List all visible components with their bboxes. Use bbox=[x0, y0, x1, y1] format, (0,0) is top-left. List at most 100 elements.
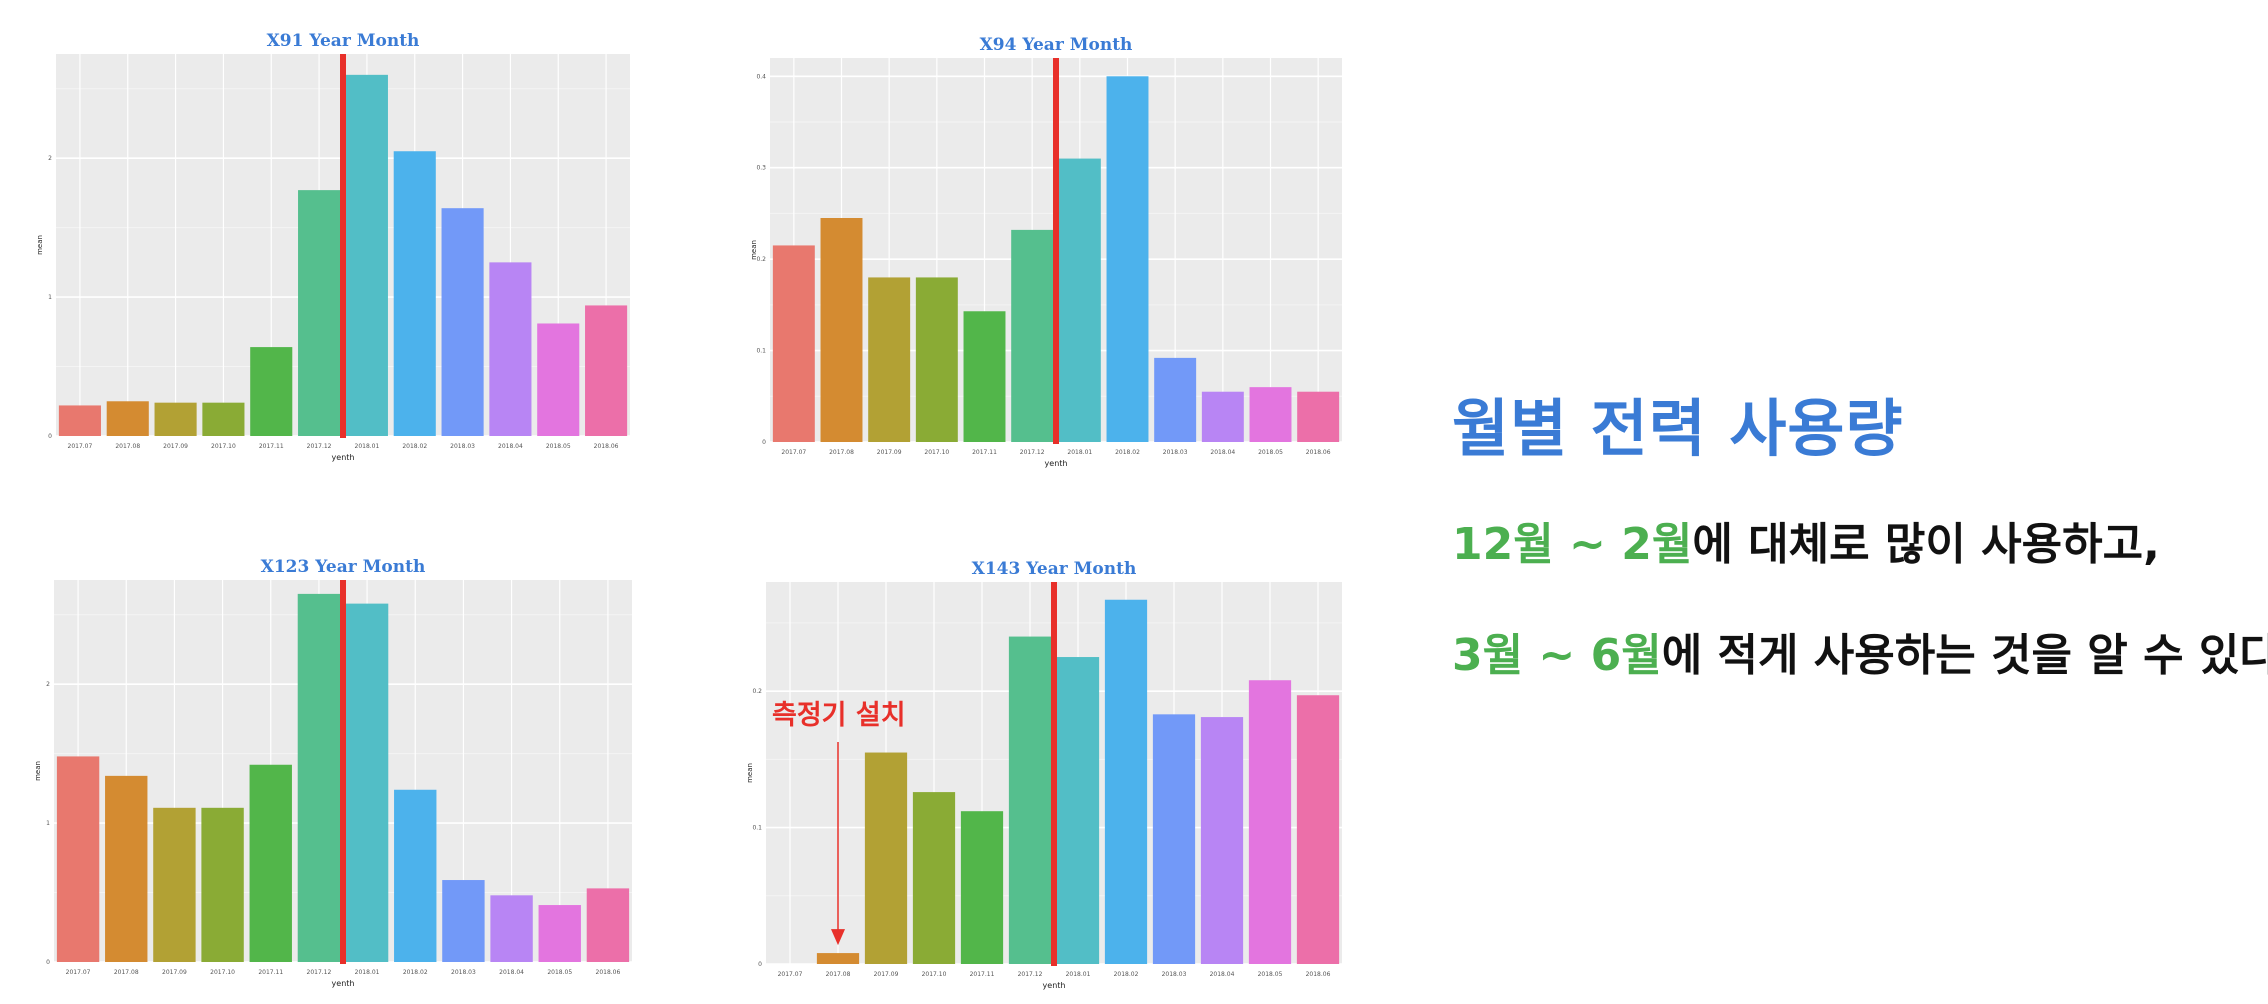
bar bbox=[394, 789, 437, 962]
bar bbox=[537, 323, 580, 436]
summary-line-1-months: 12월 ~ 2월 bbox=[1452, 519, 1693, 570]
x-tick-label: 2018.03 bbox=[450, 443, 475, 450]
bar bbox=[202, 402, 245, 436]
chart-title: X94 Year Month bbox=[980, 35, 1133, 55]
x-tick-label: 2018.05 bbox=[1258, 449, 1283, 456]
x-tick-label: 2018.03 bbox=[1162, 971, 1187, 978]
annotation-label: 측정기 설치 bbox=[772, 700, 906, 731]
bar bbox=[1056, 657, 1100, 964]
x-tick-label: 2018.06 bbox=[594, 443, 619, 450]
y-tick-label: 2 bbox=[48, 155, 52, 162]
page-title: 월별 전력 사용량 bbox=[1452, 392, 1904, 465]
y-axis-label: mean bbox=[36, 235, 44, 255]
x-tick-label: 2018.01 bbox=[1066, 971, 1091, 978]
bar bbox=[153, 807, 196, 962]
summary-line-1-text: 에 대체로 많이 사용하고, bbox=[1692, 519, 2160, 570]
x-tick-label: 2018.05 bbox=[547, 969, 572, 976]
chart-title: X123 Year Month bbox=[261, 557, 426, 577]
x-tick-label: 2017.11 bbox=[258, 969, 283, 976]
bar bbox=[912, 792, 956, 964]
bar bbox=[586, 888, 630, 962]
x-tick-label: 2018.03 bbox=[451, 969, 476, 976]
x-tick-label: 2018.02 bbox=[1114, 971, 1139, 978]
x-tick-label: 2017.08 bbox=[826, 971, 851, 978]
bar bbox=[298, 190, 341, 436]
summary-line-2-text: 에 적게 사용하는 것을 알 수 있다 bbox=[1661, 630, 2268, 681]
x-tick-label: 2018.03 bbox=[1163, 449, 1188, 456]
x-tick-label: 2017.09 bbox=[163, 443, 188, 450]
bar bbox=[250, 347, 293, 436]
bar bbox=[1297, 391, 1340, 442]
chart-x123-svg: X123 Year Month 0 1 2 2017.07 2017.08 2017.09 2… bbox=[34, 557, 632, 988]
x-tick-label: 2018.01 bbox=[355, 443, 380, 450]
bar bbox=[1152, 714, 1196, 964]
x-axis-label: yenth bbox=[332, 453, 355, 462]
chart-x143-svg: X143 Year Month 0 0.1 0.2 2017.07 2017.08 2017… bbox=[746, 559, 1342, 990]
x-tick-label: 2018.02 bbox=[1115, 449, 1140, 456]
bar bbox=[297, 593, 341, 962]
bar bbox=[1200, 717, 1244, 964]
bar bbox=[56, 756, 100, 962]
bar bbox=[1058, 158, 1101, 443]
y-tick-label: 0.1 bbox=[752, 825, 762, 832]
bar bbox=[538, 905, 581, 962]
y-tick-label: 0 bbox=[762, 439, 766, 446]
y-tick-label: 0 bbox=[46, 959, 50, 966]
y-tick-label: 2 bbox=[46, 681, 50, 688]
bar bbox=[441, 208, 484, 436]
summary-line-2: 3월 ~ 6월에 적게 사용하는 것을 알 수 있다 bbox=[1452, 619, 2268, 683]
x-tick-label: 2018.02 bbox=[402, 443, 427, 450]
x-tick-label: 2017.12 bbox=[1020, 449, 1045, 456]
bar bbox=[1296, 695, 1340, 964]
x-tick-label: 2018.05 bbox=[546, 443, 571, 450]
x-axis-label: yenth bbox=[1045, 459, 1068, 468]
x-tick-label: 2017.08 bbox=[829, 449, 854, 456]
x-tick-label: 2018.05 bbox=[1258, 971, 1283, 978]
chart-x123: X123 Year Month 0 1 2 2017.07 2017.08 2017.09 2… bbox=[28, 554, 638, 1004]
bar bbox=[442, 880, 485, 962]
x-tick-label: 2017.12 bbox=[307, 969, 332, 976]
x-tick-label: 2018.04 bbox=[499, 969, 524, 976]
bar bbox=[490, 895, 533, 962]
y-axis-label: mean bbox=[750, 240, 758, 260]
x-tick-label: 2017.11 bbox=[970, 971, 995, 978]
x-tick-label: 2017.11 bbox=[259, 443, 284, 450]
bar bbox=[58, 405, 101, 436]
x-tick-label: 2017.07 bbox=[66, 969, 91, 976]
chart-x143: X143 Year Month 0 0.1 0.2 2017.07 2017.08 2017… bbox=[740, 556, 1350, 1004]
bar bbox=[1106, 76, 1149, 443]
bar bbox=[345, 603, 389, 962]
bar bbox=[868, 277, 911, 442]
bar bbox=[864, 752, 908, 964]
chart-title: X91 Year Month bbox=[267, 31, 420, 51]
x-tick-label: 2017.07 bbox=[68, 443, 93, 450]
bar bbox=[105, 775, 148, 962]
y-tick-label: 0.2 bbox=[756, 256, 766, 263]
summary-line-2-months: 3월 ~ 6월 bbox=[1452, 630, 1662, 681]
x-tick-label: 2018.06 bbox=[1306, 971, 1331, 978]
x-tick-label: 2018.01 bbox=[1067, 449, 1092, 456]
x-tick-label: 2018.04 bbox=[498, 443, 523, 450]
y-tick-label: 0.1 bbox=[756, 348, 766, 355]
summary-line-1: 12월 ~ 2월에 대체로 많이 사용하고, bbox=[1452, 508, 2160, 572]
bar bbox=[1104, 599, 1148, 964]
x-tick-label: 2017.09 bbox=[162, 969, 187, 976]
x-tick-label: 2017.07 bbox=[778, 971, 803, 978]
bar bbox=[1154, 357, 1197, 442]
bar bbox=[960, 811, 1004, 964]
x-tick-label: 2017.12 bbox=[307, 443, 332, 450]
x-tick-label: 2017.09 bbox=[874, 971, 899, 978]
x-tick-label: 2018.06 bbox=[1306, 449, 1331, 456]
x-tick-label: 2018.02 bbox=[403, 969, 428, 976]
bar bbox=[201, 807, 244, 962]
bar bbox=[154, 402, 197, 436]
chart-title: X143 Year Month bbox=[972, 559, 1137, 579]
y-tick-label: 0.2 bbox=[752, 688, 762, 695]
bar bbox=[393, 151, 436, 436]
x-tick-label: 2017.08 bbox=[114, 969, 139, 976]
bar bbox=[1248, 680, 1292, 964]
x-tick-label: 2017.08 bbox=[115, 443, 140, 450]
y-axis-label: mean bbox=[746, 763, 754, 783]
bar bbox=[249, 764, 292, 962]
x-tick-label: 2017.10 bbox=[922, 971, 947, 978]
